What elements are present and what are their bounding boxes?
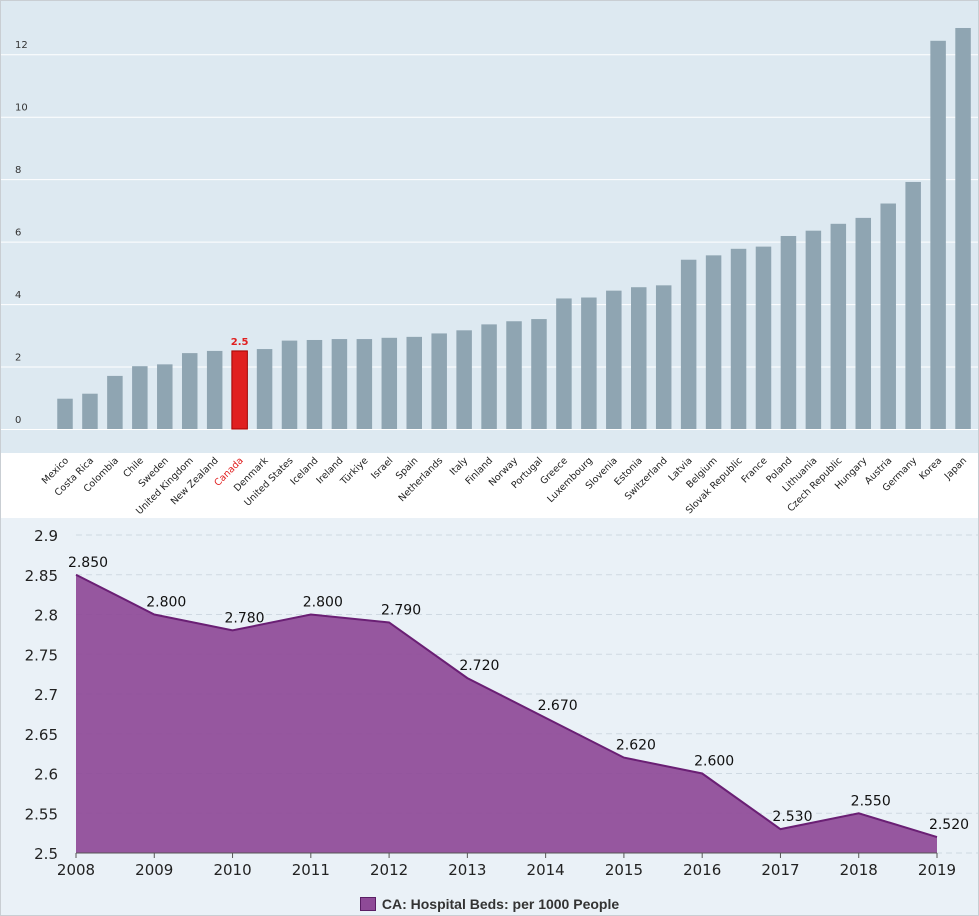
area-x-tick-label: 2009 — [135, 861, 173, 879]
area-data-label: 2.780 — [224, 610, 264, 626]
area-data-label: 2.850 — [68, 555, 108, 571]
bar-t-rkiye — [356, 339, 373, 429]
area-chart-panel: 2.5 2.55 2.6 2.65 2.7 2.75 2.8 2.85 2.9 2008 2009… — [1, 518, 978, 915]
area-data-label: 2.550 — [851, 793, 891, 809]
bar-y-tick-label: 4 — [15, 290, 21, 301]
bar-hungary — [855, 217, 872, 429]
area-y-tick-label: 2.65 — [25, 726, 58, 744]
area-y-tick-label: 2.55 — [25, 805, 58, 823]
bar-israel — [381, 337, 398, 429]
bar-ireland — [331, 339, 348, 429]
bar-switzerland — [655, 285, 672, 429]
area-x-tick-label: 2019 — [918, 861, 956, 879]
area-data-label: 2.800 — [146, 595, 186, 611]
bar-france — [755, 246, 772, 429]
bar-y-tick-label: 0 — [15, 415, 21, 426]
area-legend[interactable]: CA: Hospital Beds: per 1000 People — [1, 894, 978, 914]
bar-belgium — [705, 255, 722, 429]
area-y-tick-label: 2.85 — [25, 567, 58, 585]
area-x-tick-label: 2012 — [370, 861, 408, 879]
bar-canada — [231, 350, 248, 430]
bar-new-zealand — [206, 350, 223, 429]
bar-denmark — [256, 349, 273, 429]
bar-slovak-republic — [730, 248, 747, 429]
area-x-tick-label: 2010 — [213, 861, 251, 879]
area-data-label: 2.670 — [538, 698, 578, 714]
bar-lithuania — [805, 230, 822, 429]
bar-iceland — [306, 339, 323, 429]
bar-y-tick-label: 12 — [15, 40, 28, 51]
hospital-beds-area-chart: 2.5 2.55 2.6 2.65 2.7 2.75 2.8 2.85 2.9 2008 2009… — [1, 518, 978, 915]
bar-y-axis-ticks: 0 2 4 6 8 10 12 — [15, 40, 28, 426]
area-x-tick-label: 2014 — [527, 861, 565, 879]
area-y-tick-label: 2.9 — [34, 527, 58, 545]
bar-chile — [132, 366, 148, 429]
area-x-tick-label: 2016 — [683, 861, 721, 879]
area-x-tick-label: 2008 — [57, 861, 95, 879]
area-x-tick-label: 2011 — [292, 861, 330, 879]
bar-italy — [456, 330, 472, 429]
bar-slovenia — [606, 290, 622, 429]
area-data-label: 2.620 — [616, 738, 656, 754]
area-y-tick-label: 2.8 — [34, 607, 58, 625]
legend-swatch — [359, 897, 376, 911]
bar-y-tick-label: 10 — [15, 103, 28, 114]
bar-spain — [406, 336, 422, 429]
area-x-tick-label: 2015 — [605, 861, 643, 879]
area-x-tick-label: 2013 — [448, 861, 486, 879]
legend-label: CA: Hospital Beds: per 1000 People — [381, 896, 620, 912]
area-data-label: 2.720 — [459, 658, 499, 674]
area-data-label: 2.790 — [381, 602, 421, 618]
bar-korea — [930, 40, 946, 429]
area-data-label: 2.530 — [772, 809, 812, 825]
area-data-label: 2.600 — [694, 754, 734, 770]
bar-austria — [880, 203, 896, 429]
bar-y-tick-label: 2 — [15, 353, 21, 364]
bar-greece — [556, 298, 572, 429]
bar-series — [57, 27, 971, 430]
area-x-tick-label: 2017 — [761, 861, 799, 879]
bar-luxembourg — [581, 297, 597, 429]
bar-norway — [506, 321, 522, 429]
bar-y-tick-label: 8 — [15, 165, 21, 176]
highlight-value-label: 2.5 — [231, 337, 249, 348]
bar-czech-republic — [830, 223, 847, 429]
bar-finland — [481, 324, 497, 429]
bar-sweden — [157, 364, 173, 429]
area-data-label: 2.520 — [929, 817, 969, 833]
bar-mexico — [57, 398, 73, 429]
area-fill — [76, 574, 937, 853]
bar-netherlands — [431, 333, 447, 429]
bar-y-tick-label: 6 — [15, 228, 21, 239]
area-data-labels: 2.850 2.800 2.780 2.800 2.790 2.720 2.670 2.620… — [68, 555, 969, 833]
area-line — [75, 573, 938, 839]
bar-estonia — [631, 287, 647, 429]
area-y-tick-label: 2.5 — [34, 845, 58, 863]
bar-label-area — [1, 453, 978, 516]
bar-poland — [780, 235, 797, 429]
area-y-tick-label: 2.7 — [34, 686, 58, 704]
bar-united-kingdom — [181, 353, 198, 429]
area-x-axis-ticks: 2008 2009 2010 2011 2012 2013 2014 2015 2016 2017… — [57, 853, 956, 879]
bar-costa-rica — [82, 393, 98, 429]
area-series — [75, 573, 938, 854]
area-x-tick-label: 2018 — [840, 861, 878, 879]
bar-latvia — [680, 259, 697, 429]
bar-portugal — [531, 319, 547, 429]
bar-germany — [905, 181, 921, 429]
area-y-tick-label: 2.6 — [34, 766, 58, 784]
area-y-tick-label: 2.75 — [25, 646, 58, 664]
bar-japan — [955, 27, 971, 430]
area-data-label: 2.800 — [303, 595, 343, 611]
bar-colombia — [107, 375, 123, 429]
bar-united-states — [281, 340, 298, 429]
area-y-axis-ticks: 2.5 2.55 2.6 2.65 2.7 2.75 2.8 2.85 2.9 — [25, 527, 58, 863]
